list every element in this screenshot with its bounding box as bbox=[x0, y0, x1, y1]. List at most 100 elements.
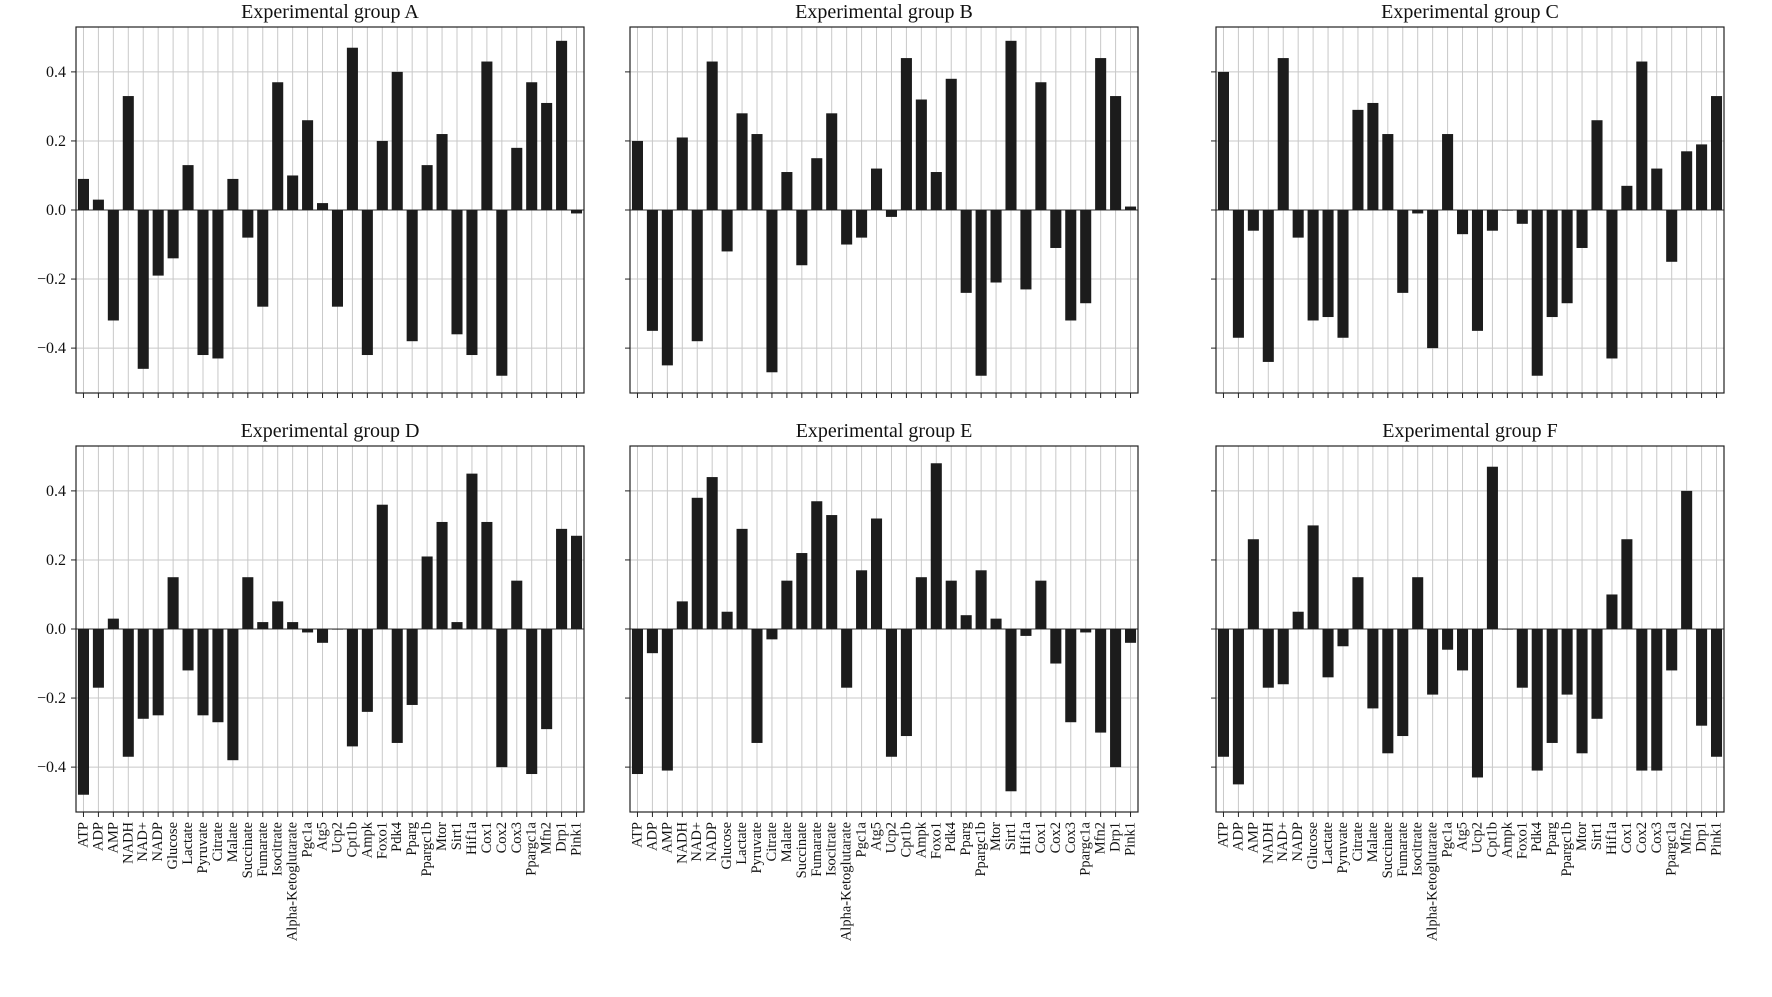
bar-Pink1 bbox=[1711, 629, 1723, 757]
bar-Fumarate bbox=[257, 622, 269, 629]
bar-Hif1a bbox=[1606, 210, 1618, 359]
bar-Mfn2 bbox=[1681, 151, 1693, 210]
x-tick-label: Ppargc1b bbox=[419, 822, 435, 877]
bar-Pgc1a bbox=[302, 120, 314, 210]
x-tick-label: Foxo1 bbox=[1514, 822, 1530, 859]
x-tick-label: Pdk4 bbox=[943, 821, 959, 852]
bar-Cox2 bbox=[1050, 629, 1062, 664]
bar-Lactate bbox=[1322, 210, 1334, 318]
bar-Foxo1 bbox=[1516, 210, 1528, 224]
bar-Fumarate bbox=[1397, 629, 1409, 737]
bar-NADH bbox=[676, 601, 688, 629]
bar-NADP bbox=[152, 629, 164, 716]
bar-Pparg bbox=[1546, 629, 1558, 743]
bar-Cox2 bbox=[496, 210, 508, 376]
bar-Pgc1a bbox=[1442, 134, 1454, 210]
bar-Drp1 bbox=[1110, 629, 1122, 768]
x-tick-label: Ampk bbox=[359, 821, 375, 858]
bar-NADH bbox=[1262, 210, 1274, 362]
x-tick-label: Foxo1 bbox=[374, 822, 390, 859]
bar-Sirt1 bbox=[451, 622, 463, 629]
bar-Succinate bbox=[1382, 629, 1394, 754]
bar-Alpha-Ketoglutarate bbox=[841, 210, 853, 245]
panels-layer: Experimental group A−0.4−0.20.00.20.4Exp… bbox=[37, 1, 1725, 941]
y-tick-label: −0.2 bbox=[37, 690, 66, 707]
bar-Mfn2 bbox=[541, 629, 553, 730]
bar-Pyruvate bbox=[751, 134, 763, 210]
bar-Drp1 bbox=[1696, 144, 1708, 210]
bar-Succinate bbox=[242, 210, 254, 238]
bar-Atg5 bbox=[317, 629, 329, 643]
bar-Ppargc1a bbox=[1080, 210, 1092, 304]
x-tick-label: NADP bbox=[1290, 822, 1306, 861]
bar-NAD+ bbox=[137, 629, 149, 719]
panel-title: Experimental group C bbox=[1381, 1, 1559, 23]
y-tick-label: 0.4 bbox=[46, 64, 66, 81]
bar-Cox3 bbox=[1651, 168, 1663, 210]
bar-Alpha-Ketoglutarate bbox=[1427, 629, 1439, 695]
bar-Fumarate bbox=[1397, 210, 1409, 293]
bar-AMP bbox=[661, 210, 673, 366]
bar-Foxo1 bbox=[930, 463, 942, 629]
bar-Glucose bbox=[721, 611, 733, 629]
bar-ATP bbox=[77, 629, 89, 795]
x-tick-label: Fumarate bbox=[809, 822, 825, 877]
x-tick-label: Hif1a bbox=[1604, 821, 1620, 855]
bar-Atg5 bbox=[871, 518, 883, 629]
bar-Succinate bbox=[242, 577, 254, 629]
bar-Ucp2 bbox=[885, 629, 897, 757]
bar-Pdk4 bbox=[391, 629, 403, 743]
panel-6: Experimental group F ATPADPAMPNADHNAD+NAD… bbox=[1211, 420, 1725, 941]
bar-ATP bbox=[631, 140, 643, 210]
panel-title: Experimental group B bbox=[795, 1, 973, 23]
x-tick-label: Ppargc1b bbox=[973, 822, 989, 877]
x-tick-label: Atg5 bbox=[1455, 822, 1471, 851]
x-tick-label: Cox3 bbox=[1649, 822, 1665, 853]
bar-Cox1 bbox=[481, 61, 493, 210]
x-tick-label: Drp1 bbox=[554, 822, 570, 852]
x-tick-label: Cox1 bbox=[1619, 822, 1635, 853]
x-tick-label: Lactate bbox=[180, 822, 196, 865]
bar-Citrate bbox=[766, 629, 778, 640]
bar-Cpt1b bbox=[1486, 210, 1498, 231]
y-tick-label: −0.2 bbox=[37, 271, 66, 288]
x-tick-label: Mfn2 bbox=[1093, 822, 1109, 854]
bar-Cox2 bbox=[1050, 210, 1062, 248]
bar-Succinate bbox=[796, 210, 808, 266]
panel-1: Experimental group A −0.4 −0.2 0.0 0.2 0.4 bbox=[37, 1, 585, 398]
panel-2: Experimental group B bbox=[625, 1, 1139, 398]
x-tick-label: Lactate bbox=[1320, 822, 1336, 865]
bar-Fumarate bbox=[811, 501, 823, 629]
x-tick-label: Citrate bbox=[210, 822, 226, 861]
bar-Cox1 bbox=[1621, 539, 1633, 629]
x-tick-label: Pparg bbox=[404, 822, 420, 856]
bar-Pdk4 bbox=[391, 71, 403, 210]
bar-Pdk4 bbox=[945, 580, 957, 629]
bar-Cox2 bbox=[496, 629, 508, 768]
bar-Pyruvate bbox=[1337, 629, 1349, 647]
x-tick-label: Citrate bbox=[764, 822, 780, 861]
x-tick-label: Cox2 bbox=[1634, 822, 1650, 853]
bar-Cox3 bbox=[511, 580, 523, 629]
x-tick-label: Glucose bbox=[1305, 822, 1321, 870]
bar-Hif1a bbox=[1020, 629, 1032, 636]
x-tick-label: Malate bbox=[779, 822, 795, 862]
bar-Hif1a bbox=[466, 473, 478, 629]
bar-Citrate bbox=[766, 210, 778, 373]
bar-Atg5 bbox=[1457, 210, 1469, 235]
bar-Ppargc1b bbox=[975, 210, 987, 376]
bar-NAD+ bbox=[1277, 629, 1289, 685]
plot-frame bbox=[75, 26, 585, 394]
x-tick-label: NADP bbox=[150, 822, 166, 861]
bar-Glucose bbox=[1307, 210, 1319, 321]
bar-Isocitrate bbox=[272, 601, 284, 629]
bar-Alpha-Ketoglutarate bbox=[1427, 210, 1439, 349]
bar-Mfn2 bbox=[541, 102, 553, 210]
bar-Mtor bbox=[1576, 210, 1588, 248]
x-tick-label: ATP bbox=[629, 822, 645, 848]
bar-Cpt1b bbox=[900, 58, 912, 210]
bar-Pyruvate bbox=[197, 210, 209, 356]
bar-Ppargc1b bbox=[421, 165, 433, 210]
x-tick-label: Pparg bbox=[1544, 822, 1560, 856]
plot-frame bbox=[1215, 445, 1725, 813]
